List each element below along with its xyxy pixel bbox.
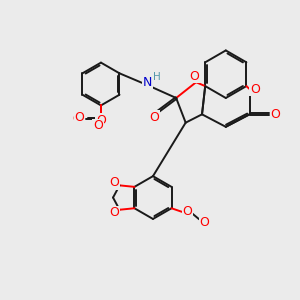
Text: O: O <box>93 119 103 132</box>
Text: O: O <box>149 111 159 124</box>
Text: O: O <box>271 108 281 121</box>
Text: H: H <box>153 72 161 82</box>
Text: O: O <box>199 216 209 229</box>
Text: O: O <box>110 206 119 219</box>
Text: O: O <box>96 114 106 127</box>
Text: O: O <box>250 82 260 96</box>
Text: O: O <box>75 111 85 124</box>
Text: O: O <box>72 114 81 124</box>
Text: O: O <box>182 205 192 218</box>
Text: O: O <box>190 70 200 83</box>
Text: O: O <box>110 176 119 189</box>
Text: N: N <box>143 76 152 89</box>
